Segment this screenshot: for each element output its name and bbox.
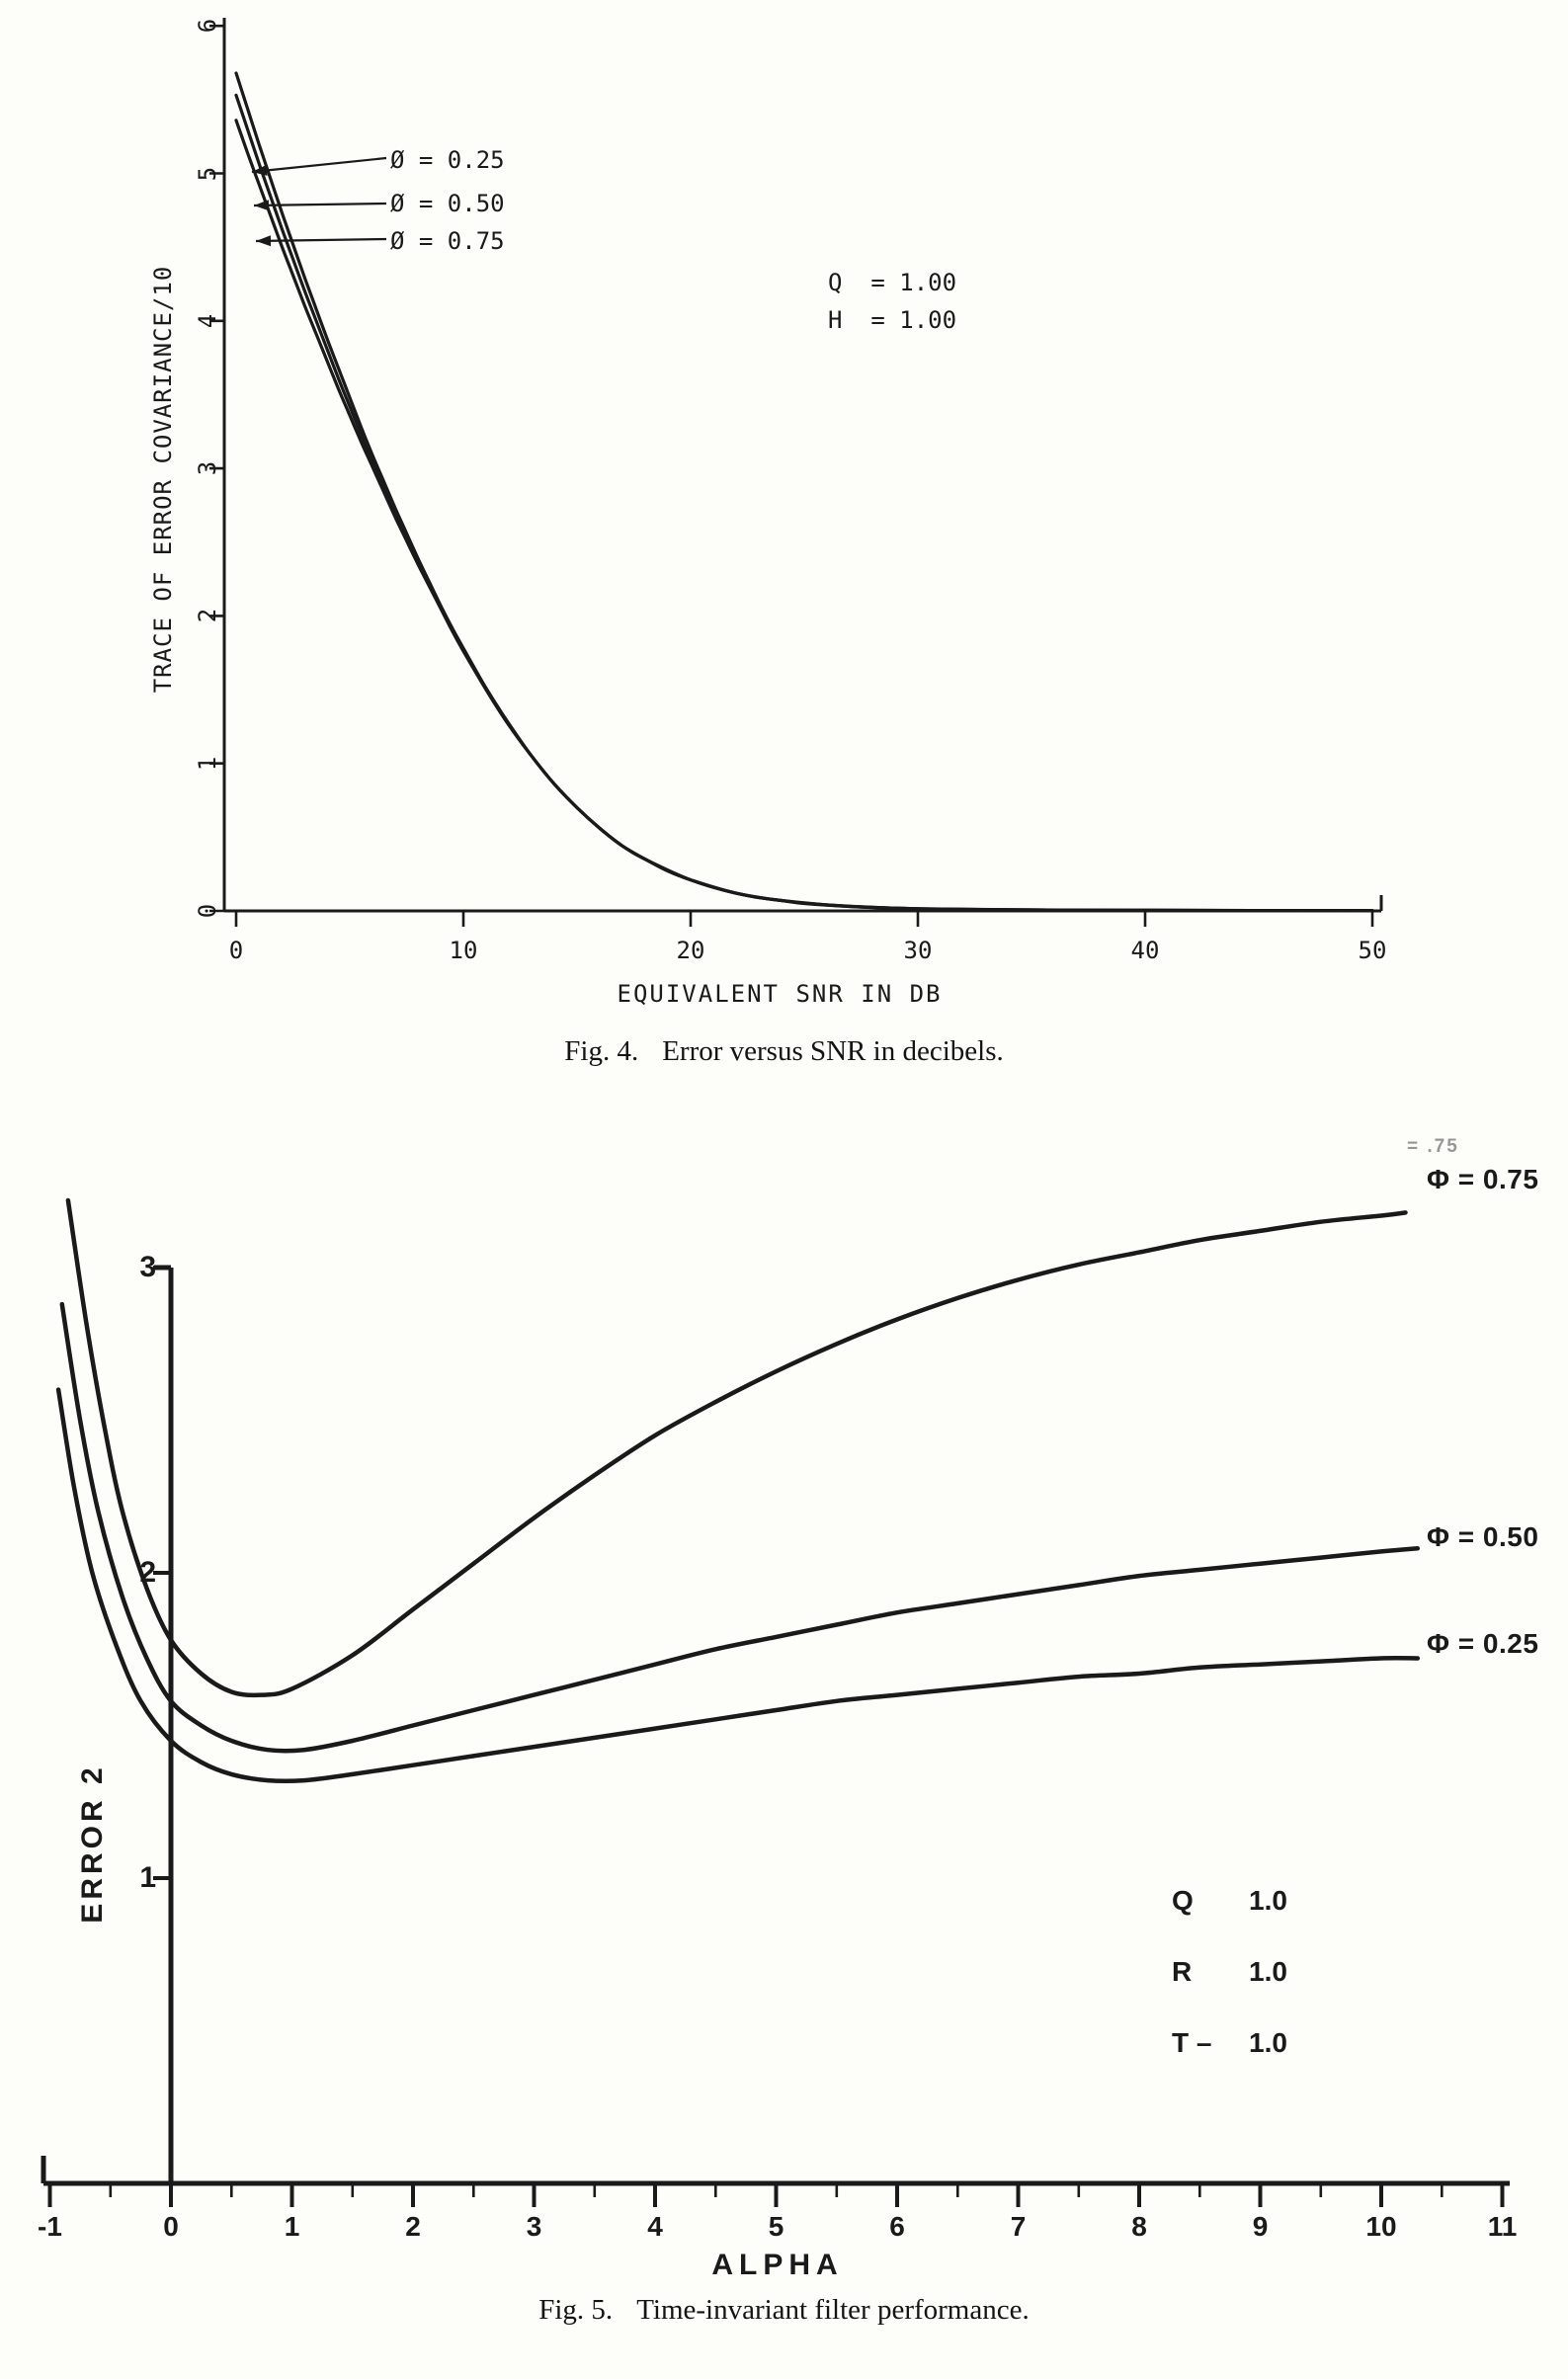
fig5-x-tick-label: 4 — [647, 2211, 663, 2242]
fig4-x-tick-label: 50 — [1358, 937, 1387, 964]
fig4-y-tick-label: 6 — [194, 18, 221, 34]
fig4-arrowhead-icon-1 — [254, 200, 270, 211]
fig4-series-label-phi-075: Ø = 0.75 — [390, 227, 505, 255]
fig4-y-tick-label: 5 — [194, 166, 221, 181]
fig5-y-tick-label: 1 — [139, 1861, 156, 1894]
fig5-print-ghost-label: = .75 — [1407, 1136, 1459, 1157]
fig5-y-tick-label: 3 — [139, 1251, 156, 1283]
fig4-y-tick-label: 0 — [194, 903, 221, 919]
fig5-legend-key-q: Q — [1172, 1885, 1194, 1916]
fig4-x-tick-label: 40 — [1130, 937, 1160, 964]
fig4-caption-number: Fig. 4. — [564, 1035, 639, 1067]
fig4-x-tick-label: 30 — [903, 937, 933, 964]
fig4-x-tick-label: 0 — [228, 937, 244, 964]
fig4-x-axis-label: EQUIVALENT SNR IN DB — [617, 980, 943, 1008]
fig5-curve-1 — [59, 1301, 1421, 1754]
fig4-curve-1 — [234, 93, 1374, 913]
fig5-x-tick-label: 2 — [405, 2211, 421, 2242]
fig4-y-tick-label: 3 — [194, 460, 221, 476]
fig5-x-tick-label: 8 — [1131, 2211, 1147, 2242]
fig5-y-tick-label: 2 — [139, 1556, 156, 1589]
fig5-minor-ticks — [109, 2183, 1444, 2197]
fig5-series-label-phi-025: Φ = 0.25 — [1427, 1628, 1539, 1659]
fig5-x-tick-label: 3 — [526, 2211, 542, 2242]
fig4-y-axis-label: TRACE OF ERROR COVARIANCE/10 — [149, 265, 177, 694]
fig4-plot — [209, 18, 1383, 927]
fig5-caption-text: Time-invariant filter performance. — [636, 2294, 1030, 2326]
fig5-x-tick-label: 7 — [1010, 2211, 1027, 2242]
fig4-x-tick-label: 20 — [676, 937, 705, 964]
fig4-annotation-q: Q = 1.00 — [828, 269, 957, 296]
fig4-ticks — [209, 24, 1374, 927]
fig5-plot — [41, 1197, 1510, 2207]
fig5-legend-key-t: T – — [1172, 2027, 1212, 2058]
fig4-y-tick-label: 2 — [194, 609, 221, 623]
fig5-curve-2 — [55, 1387, 1421, 1784]
fig5-axis — [41, 1265, 1510, 2186]
fig5-legend-key-r: R — [1172, 1956, 1193, 1987]
fig5-curve-0 — [65, 1197, 1408, 1698]
fig5-parameter-legend: Q 1.0 R 1.0 T – 1.0 — [1172, 1885, 1287, 2098]
fig5-legend-row-q: Q 1.0 — [1172, 1885, 1287, 1917]
fig4-curve-2 — [234, 119, 1374, 913]
fig4-x-tick-label: 10 — [449, 937, 478, 964]
fig5-legend-value-t: 1.0 — [1249, 2027, 1287, 2058]
fig4-series-label-phi-050: Ø = 0.50 — [390, 190, 505, 217]
fig5-caption-number: Fig. 5. — [538, 2294, 614, 2326]
fig4-leader-line-2 — [255, 237, 387, 243]
fig4-series-label-phi-025: Ø = 0.25 — [390, 146, 505, 174]
fig5-x-tick-label: 9 — [1252, 2211, 1269, 2242]
fig5-legend-value-q: 1.0 — [1249, 1885, 1287, 1916]
fig4-caption: Fig. 4. Error versus SNR in decibels. — [0, 1035, 1568, 1068]
fig4-arrowhead-icon-2 — [256, 235, 272, 247]
fig5-x-tick-label: 10 — [1365, 2211, 1397, 2242]
fig4-y-tick-label: 4 — [194, 313, 221, 329]
fig5-x-axis-label: ALPHA — [711, 2249, 844, 2281]
fig4-leader-line-1 — [253, 202, 387, 207]
fig5-x-tick-label: -1 — [38, 2211, 62, 2242]
fig5-caption: Fig. 5. Time-invariant filter performanc… — [0, 2294, 1568, 2327]
fig5-x-tick-label: 11 — [1487, 2211, 1518, 2242]
fig4-y-tick-label: 1 — [194, 756, 221, 771]
fig4-caption-text: Error versus SNR in decibels. — [662, 1035, 1004, 1067]
fig5-series-label-phi-075: Φ = 0.75 — [1427, 1164, 1539, 1194]
fig5-x-tick-label: 1 — [284, 2211, 300, 2242]
fig4-annotation-h: H = 1.00 — [828, 306, 957, 334]
fig5-legend-value-r: 1.0 — [1249, 1956, 1287, 1987]
fig5-x-tick-label: 0 — [163, 2211, 179, 2242]
fig4-leader-line-0 — [251, 156, 387, 174]
fig5-x-tick-label: 5 — [768, 2211, 784, 2242]
fig5-x-tick-label: 6 — [889, 2211, 905, 2242]
fig5-y-axis-label: ERROR 2 — [76, 1764, 109, 1924]
fig5-series-label-phi-050: Φ = 0.50 — [1427, 1521, 1539, 1552]
fig5-legend-row-r: R 1.0 — [1172, 1956, 1287, 1988]
fig5-ticks — [47, 1266, 1505, 2207]
fig5-legend-row-t: T – 1.0 — [1172, 2027, 1287, 2059]
fig4-arrowhead-icon-0 — [252, 165, 268, 176]
